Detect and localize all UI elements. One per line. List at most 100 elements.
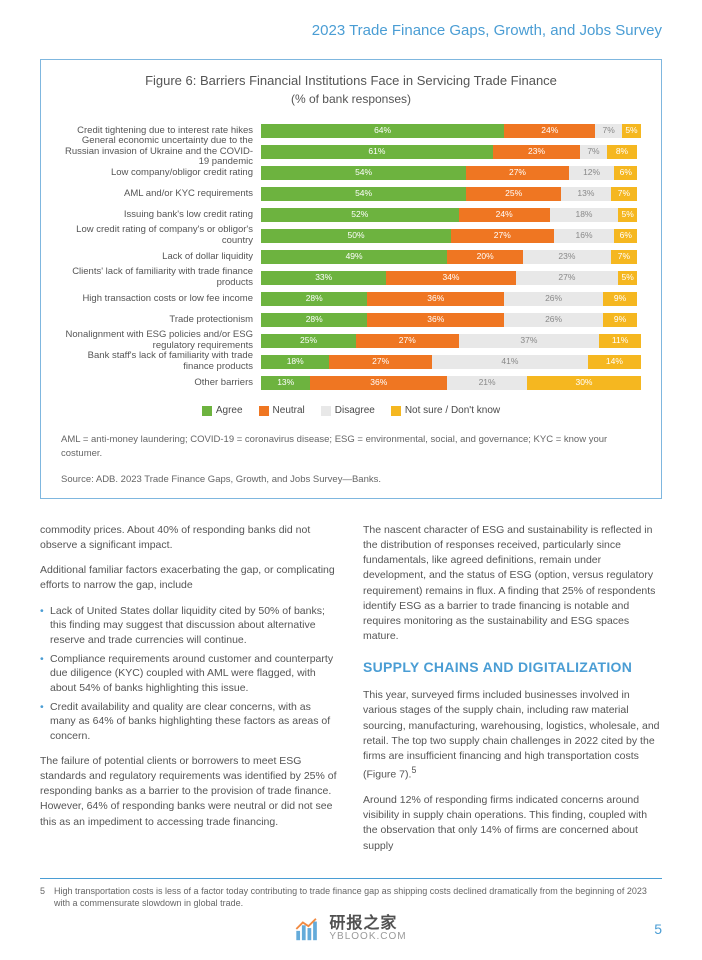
- footnote-divider: 5 High transportation costs is less of a…: [40, 878, 662, 910]
- bar-segment-neutral: 27%: [356, 334, 459, 348]
- chart-row: Other barriers13%36%21%30%: [61, 374, 641, 392]
- bar-segment-notsure: 7%: [611, 250, 638, 264]
- stacked-bar-chart: Credit tightening due to interest rate h…: [61, 122, 641, 392]
- legend-swatch: [321, 406, 331, 416]
- legend-label: Disagree: [335, 404, 375, 418]
- figure-title: Figure 6: Barriers Financial Institution…: [61, 72, 641, 90]
- figure-abbreviations: AML = anti-money laundering; COVID-19 = …: [61, 433, 641, 462]
- paragraph: Around 12% of responding firms indicated…: [363, 793, 662, 854]
- legend-label: Agree: [216, 404, 243, 418]
- bar-segment-disagree: 18%: [550, 208, 618, 222]
- bar-segment-notsure: 30%: [527, 376, 641, 390]
- bar-segment-agree: 13%: [261, 376, 310, 390]
- chart-row-label: Low credit rating of company's or obligo…: [61, 225, 261, 247]
- chart-row: AML and/or KYC requirements54%25%13%7%: [61, 185, 641, 203]
- chart-row: High transaction costs or low fee income…: [61, 290, 641, 308]
- chart-row-bars: 28%36%26%9%: [261, 313, 641, 327]
- watermark-icon: [295, 917, 323, 941]
- figure-source: Source: ADB. 2023 Trade Finance Gaps, Gr…: [61, 473, 641, 487]
- page-header-title: 2023 Trade Finance Gaps, Growth, and Job…: [40, 20, 662, 41]
- legend-swatch: [391, 406, 401, 416]
- bar-segment-agree: 61%: [261, 145, 493, 159]
- chart-row: Lack of dollar liquidity49%20%23%7%: [61, 248, 641, 266]
- legend-swatch: [202, 406, 212, 416]
- right-column: The nascent character of ESG and sustain…: [363, 523, 662, 864]
- bar-segment-agree: 50%: [261, 229, 451, 243]
- legend-label: Not sure / Don't know: [405, 404, 500, 418]
- bar-segment-agree: 52%: [261, 208, 459, 222]
- legend-item: Neutral: [259, 404, 305, 418]
- bar-segment-agree: 18%: [261, 355, 329, 369]
- legend-item: Agree: [202, 404, 243, 418]
- chart-row-label: AML and/or KYC requirements: [61, 189, 261, 200]
- bar-segment-agree: 28%: [261, 313, 367, 327]
- chart-row-bars: 54%25%13%7%: [261, 187, 641, 201]
- footnote-number: 5: [40, 885, 54, 910]
- legend-swatch: [259, 406, 269, 416]
- bar-segment-agree: 54%: [261, 187, 466, 201]
- chart-row: Trade protectionism28%36%26%9%: [61, 311, 641, 329]
- bar-segment-disagree: 23%: [523, 250, 610, 264]
- bar-segment-notsure: 6%: [614, 229, 637, 243]
- chart-row-bars: 61%23%7%8%: [261, 145, 641, 159]
- list-item: Lack of United States dollar liquidity c…: [40, 604, 339, 648]
- figure-6-container: Figure 6: Barriers Financial Institution…: [40, 59, 662, 499]
- chart-row: Low company/obligor credit rating54%27%1…: [61, 164, 641, 182]
- bar-segment-notsure: 5%: [618, 271, 637, 285]
- bar-segment-neutral: 34%: [386, 271, 515, 285]
- bar-segment-notsure: 8%: [607, 145, 637, 159]
- chart-row: Bank staff's lack of familiarity with tr…: [61, 353, 641, 371]
- bar-segment-notsure: 5%: [622, 124, 641, 138]
- chart-row-bars: 50%27%16%6%: [261, 229, 641, 243]
- bar-segment-neutral: 27%: [466, 166, 569, 180]
- legend-item: Disagree: [321, 404, 375, 418]
- legend-label: Neutral: [273, 404, 305, 418]
- legend-item: Not sure / Don't know: [391, 404, 500, 418]
- bar-segment-agree: 54%: [261, 166, 466, 180]
- chart-row-label: Lack of dollar liquidity: [61, 252, 261, 263]
- bar-segment-neutral: 25%: [466, 187, 561, 201]
- bar-segment-neutral: 36%: [367, 292, 504, 306]
- bar-segment-disagree: 7%: [595, 124, 622, 138]
- left-column: commodity prices. About 40% of respondin…: [40, 523, 339, 864]
- figure-subtitle: (% of bank responses): [61, 91, 641, 108]
- bar-segment-notsure: 5%: [618, 208, 637, 222]
- paragraph: The nascent character of ESG and sustain…: [363, 523, 662, 645]
- chart-row-bars: 64%24%7%5%: [261, 124, 641, 138]
- bar-segment-agree: 25%: [261, 334, 356, 348]
- chart-row-bars: 18%27%41%14%: [261, 355, 641, 369]
- bar-segment-notsure: 7%: [611, 187, 638, 201]
- bar-segment-neutral: 27%: [329, 355, 432, 369]
- chart-row-bars: 54%27%12%6%: [261, 166, 641, 180]
- bar-segment-agree: 33%: [261, 271, 386, 285]
- footnote: 5 High transportation costs is less of a…: [40, 885, 662, 910]
- watermark-url: YBLOOK.COM: [329, 932, 406, 942]
- bar-segment-notsure: 11%: [599, 334, 641, 348]
- paragraph: The failure of potential clients or borr…: [40, 754, 339, 830]
- list-item: Credit availability and quality are clea…: [40, 700, 339, 744]
- bar-segment-agree: 64%: [261, 124, 504, 138]
- bar-segment-agree: 49%: [261, 250, 447, 264]
- bullet-list: Lack of United States dollar liquidity c…: [40, 604, 339, 744]
- chart-row-label: High transaction costs or low fee income: [61, 294, 261, 305]
- section-heading: SUPPLY CHAINS AND DIGITALIZATION: [363, 658, 662, 678]
- list-item: Compliance requirements around customer …: [40, 652, 339, 696]
- chart-row-label: Bank staff's lack of familiarity with tr…: [61, 351, 261, 373]
- chart-row-bars: 49%20%23%7%: [261, 250, 641, 264]
- bar-segment-disagree: 16%: [554, 229, 615, 243]
- chart-row-label: Nonalignment with ESG policies and/or ES…: [61, 330, 261, 352]
- chart-row: General economic uncertainty due to the …: [61, 143, 641, 161]
- bar-segment-notsure: 9%: [603, 313, 637, 327]
- bar-segment-disagree: 26%: [504, 292, 603, 306]
- chart-legend: Agree Neutral Disagree Not sure / Don't kno…: [61, 404, 641, 421]
- bar-segment-neutral: 36%: [310, 376, 447, 390]
- bar-segment-notsure: 14%: [588, 355, 641, 369]
- bar-segment-neutral: 24%: [504, 124, 595, 138]
- bar-segment-disagree: 12%: [569, 166, 615, 180]
- chart-row: Low credit rating of company's or obligo…: [61, 227, 641, 245]
- paragraph: Additional familiar factors exacerbating…: [40, 563, 339, 593]
- bar-segment-disagree: 27%: [516, 271, 619, 285]
- paragraph: This year, surveyed firms included busin…: [363, 688, 662, 783]
- chart-row-label: Low company/obligor credit rating: [61, 168, 261, 179]
- chart-row-label: Other barriers: [61, 378, 261, 389]
